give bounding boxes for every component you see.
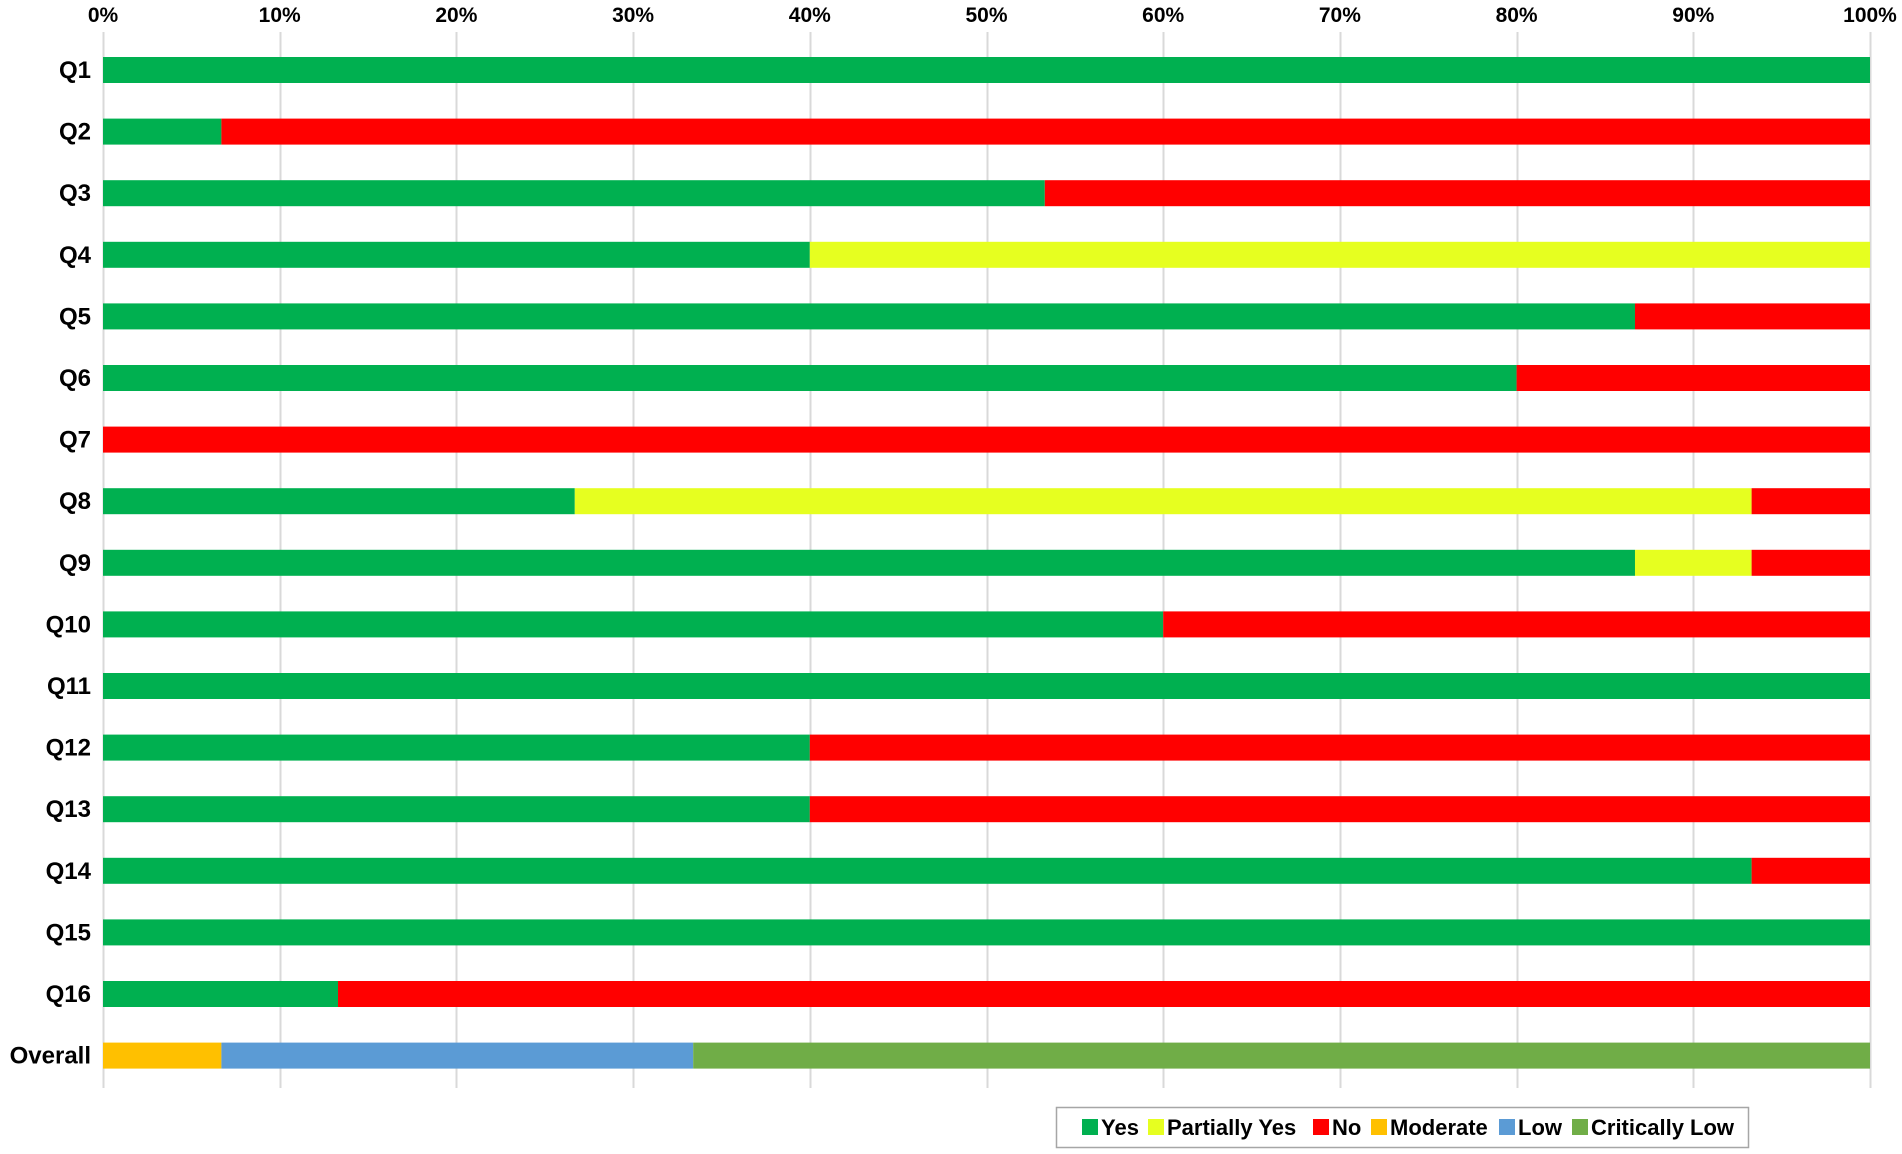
category-label: Q6 (59, 365, 91, 392)
category-label: Q15 (46, 919, 91, 946)
x-tick-label: 100% (1843, 4, 1897, 27)
category-label: Q7 (59, 427, 91, 454)
x-tick-label: 90% (1672, 4, 1714, 27)
bar-segment-q9-no (1751, 549, 1870, 576)
bar-segment-q4-partially-yes (809, 241, 1870, 268)
legend-box (1055, 1106, 1750, 1149)
x-tick-label: 20% (435, 4, 477, 27)
bar-segment-q14-no (1751, 857, 1870, 884)
x-axis-tick-labels: 0% 10% 20% 30% 40% 50% 60% 70% 80% 90% 100% (88, 4, 1897, 27)
bar-segment-q6-yes (103, 365, 1517, 391)
bar-segment-q3-yes (103, 180, 1045, 207)
category-label: Q11 (47, 673, 91, 700)
category-label: Q14 (46, 858, 92, 885)
bar-segment-q2-yes (103, 118, 222, 145)
bar-segment-q14-yes (103, 857, 1752, 884)
legend-label: Low (1518, 1115, 1563, 1140)
x-tick-label: 0% (88, 4, 119, 27)
bar-segment-q12-yes (103, 734, 810, 761)
x-tick-label: 50% (965, 4, 1007, 27)
bar-segment-q11-yes (103, 673, 1870, 699)
y-axis-category-labels: Q1 Q2 Q3 Q4 Q5 Q6 Q7 Q8 Q9 Q10 Q11 Q12 Q13 Q14 Q15 Q16 O… (10, 57, 92, 1070)
x-tick-label: 10% (259, 4, 301, 27)
legend-label: Partially Yes (1167, 1115, 1296, 1140)
legend-swatch-moderate (1371, 1119, 1387, 1135)
legend-swatch-critically-low (1572, 1119, 1588, 1135)
legend-swatch-yes (1082, 1119, 1098, 1135)
category-label: Q1 (59, 57, 91, 84)
bar-segment-q9-partially-yes (1634, 549, 1752, 576)
bar-segment-q8-no (1751, 488, 1870, 515)
bar-segment-q4-yes (103, 241, 810, 268)
bar-segment-q8-yes (103, 488, 575, 515)
legend-swatch-low (1499, 1119, 1515, 1135)
category-label: Q10 (46, 611, 91, 638)
bar-segment-q1-yes (103, 57, 1870, 83)
legend: Yes Partially Yes No Moderate Low Critically … (1055, 1106, 1750, 1149)
category-label: Q5 (59, 303, 91, 330)
bar-segment-q2-no (221, 118, 1870, 145)
bar-segment-q9-yes (103, 549, 1635, 576)
bar-segment-q8-partially-yes (574, 488, 1752, 515)
bars (103, 57, 1870, 1069)
bar-segment-q16-yes (103, 981, 339, 1007)
bar-segment-q7-no (103, 426, 1870, 453)
bar-segment-overall-critically-low (693, 1042, 1870, 1069)
x-tick-label: 60% (1142, 4, 1184, 27)
bar-segment-q10-yes (103, 611, 1164, 638)
category-label: Q3 (59, 180, 91, 207)
bar-segment-overall-low (221, 1042, 694, 1069)
bar-segment-q15-yes (103, 919, 1870, 946)
category-label: Q4 (59, 242, 92, 269)
legend-label: Critically Low (1591, 1115, 1735, 1140)
legend-label: No (1332, 1115, 1361, 1140)
bar-segment-q10-no (1163, 611, 1870, 638)
x-tick-label: 80% (1496, 4, 1538, 27)
x-tick-label: 70% (1319, 4, 1361, 27)
category-label: Q13 (46, 796, 91, 823)
bar-segment-q6-no (1516, 365, 1870, 391)
category-label: Q12 (46, 735, 91, 762)
x-tick-label: 30% (612, 4, 654, 27)
bar-segment-overall-moderate (103, 1042, 222, 1069)
bar-segment-q12-no (809, 734, 1870, 761)
legend-label: Yes (1101, 1115, 1139, 1140)
bar-segment-q13-yes (103, 796, 810, 823)
x-tick-label: 40% (789, 4, 831, 27)
bar-segment-q16-no (338, 981, 1870, 1007)
bar-segment-q13-no (809, 796, 1870, 823)
legend-swatch-partially-yes (1148, 1119, 1164, 1135)
category-label: Q8 (59, 488, 91, 515)
category-label: Q9 (59, 550, 91, 577)
bar-segment-q3-no (1044, 180, 1870, 207)
bar-segment-q5-yes (103, 303, 1635, 330)
category-label: Q16 (46, 981, 91, 1008)
category-label: Overall (10, 1043, 91, 1070)
category-label: Q2 (59, 119, 91, 146)
legend-swatch-no (1313, 1119, 1329, 1135)
bar-segment-q5-no (1634, 303, 1870, 330)
legend-label: Moderate (1390, 1115, 1488, 1140)
